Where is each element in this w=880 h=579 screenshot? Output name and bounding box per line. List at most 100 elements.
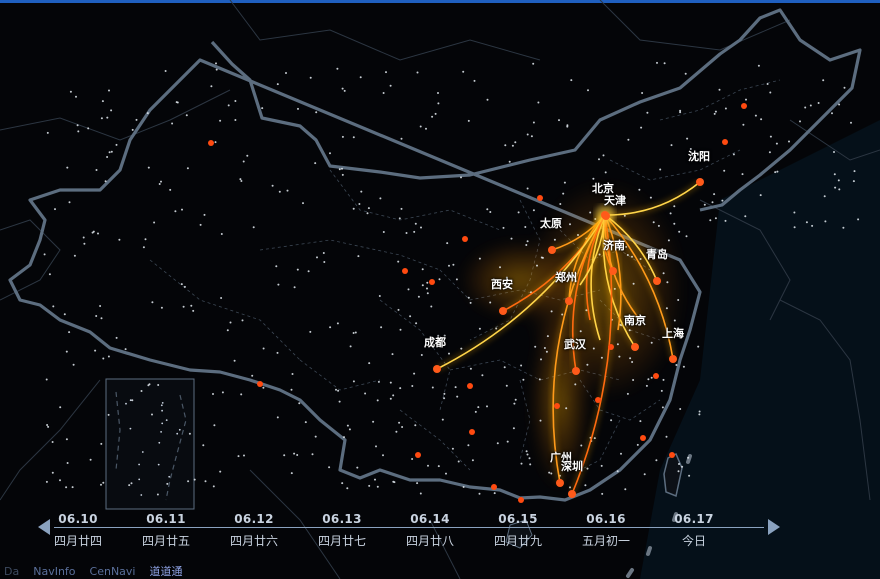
town-dot — [430, 305, 433, 308]
town-dot — [204, 480, 207, 483]
town-dot — [95, 169, 98, 171]
town-dot — [524, 226, 527, 228]
town-dot — [766, 83, 769, 85]
attribution-brand[interactable]: 道道通 — [149, 565, 183, 578]
town-dot — [460, 176, 462, 179]
town-marker — [257, 381, 263, 387]
town-dot — [774, 171, 777, 174]
town-dot — [508, 160, 511, 163]
town-dot — [522, 378, 525, 381]
town-marker — [491, 484, 497, 490]
town-dot — [629, 316, 632, 319]
timeline-lunar-date: 五月初一 — [581, 534, 630, 548]
town-dot — [526, 453, 529, 456]
town-dot — [548, 471, 551, 474]
town-dot — [437, 92, 439, 94]
town-dot — [538, 378, 541, 381]
town-dot — [169, 188, 172, 191]
attribution-navinfo[interactable]: NavInfo — [33, 565, 76, 578]
town-marker — [669, 452, 675, 458]
town-dot — [504, 144, 507, 147]
town-dot — [251, 374, 254, 377]
town-dot — [452, 263, 455, 266]
city-marker — [696, 178, 704, 186]
town-marker — [595, 397, 601, 403]
town-dot — [687, 456, 690, 459]
town-dot — [322, 252, 325, 254]
town-dot — [352, 207, 355, 210]
town-dot — [389, 381, 392, 384]
town-dot — [75, 95, 77, 98]
town-dot — [261, 107, 264, 110]
town-dot — [592, 177, 595, 180]
town-dot — [536, 264, 538, 267]
town-dot — [659, 168, 662, 171]
town-marker — [608, 344, 614, 350]
town-dot — [481, 374, 484, 377]
town-dot — [352, 136, 355, 139]
town-marker — [722, 139, 728, 145]
town-dot — [545, 350, 548, 353]
town-dot — [219, 470, 222, 473]
town-dot — [540, 358, 542, 361]
town-dot — [565, 407, 568, 410]
town-dot — [799, 120, 801, 123]
town-dot — [297, 107, 299, 110]
town-dot — [610, 419, 613, 422]
town-dot — [431, 386, 434, 389]
timeline-prev-arrow-icon[interactable] — [38, 519, 50, 535]
town-dot — [212, 485, 215, 488]
timeline-item[interactable]: 06.15 四月廿九 — [478, 512, 558, 549]
town-dot — [100, 483, 102, 486]
town-dot — [793, 226, 796, 229]
town-dot — [602, 154, 605, 157]
timeline-item[interactable]: 06.11 四月廿五 — [126, 512, 206, 549]
town-dot — [118, 238, 121, 241]
timeline-item[interactable]: 06.12 四月廿六 — [214, 512, 294, 549]
town-dot — [833, 151, 835, 153]
town-dot — [655, 459, 658, 462]
town-dot — [183, 285, 186, 288]
town-dot — [375, 445, 377, 448]
town-dot — [382, 231, 385, 233]
town-dot — [681, 465, 684, 468]
timeline-item[interactable]: 06.13 四月廿七 — [302, 512, 382, 549]
attribution-cennavi[interactable]: CenNavi — [89, 565, 136, 578]
timeline-next-arrow-icon[interactable] — [768, 519, 780, 535]
town-dot — [632, 379, 635, 381]
town-dot — [286, 189, 289, 192]
timeline-item[interactable]: 06.14 四月廿八 — [390, 512, 470, 549]
town-dot — [718, 88, 721, 91]
town-dot — [601, 492, 604, 495]
town-dot — [102, 357, 105, 360]
town-dot — [349, 345, 352, 348]
inset-dot — [140, 494, 143, 496]
timeline-item[interactable]: 06.16 五月初一 — [566, 512, 646, 549]
city-marker — [433, 365, 441, 373]
town-dot — [241, 319, 244, 322]
town-dot — [174, 210, 177, 213]
town-dot — [220, 233, 223, 235]
town-dot — [398, 217, 401, 220]
town-dot — [130, 482, 133, 485]
town-dot — [409, 315, 412, 318]
timeline-item[interactable]: 06.10 四月廿四 — [38, 512, 118, 549]
town-dot — [831, 112, 833, 115]
town-dot — [160, 180, 162, 183]
town-dot — [793, 211, 796, 214]
town-dot — [77, 130, 80, 133]
town-dot — [697, 345, 700, 348]
town-dot — [629, 357, 632, 360]
town-dot — [316, 256, 318, 259]
town-dot — [395, 430, 398, 433]
town-dot — [106, 156, 109, 158]
town-dot — [290, 472, 293, 475]
town-dot — [144, 238, 147, 241]
timeline-date: 06.10 — [58, 512, 98, 526]
town-dot — [128, 484, 131, 487]
town-dot — [679, 109, 682, 112]
timeline-item[interactable]: 06.17 今日 — [654, 512, 734, 549]
town-dot — [656, 61, 658, 64]
